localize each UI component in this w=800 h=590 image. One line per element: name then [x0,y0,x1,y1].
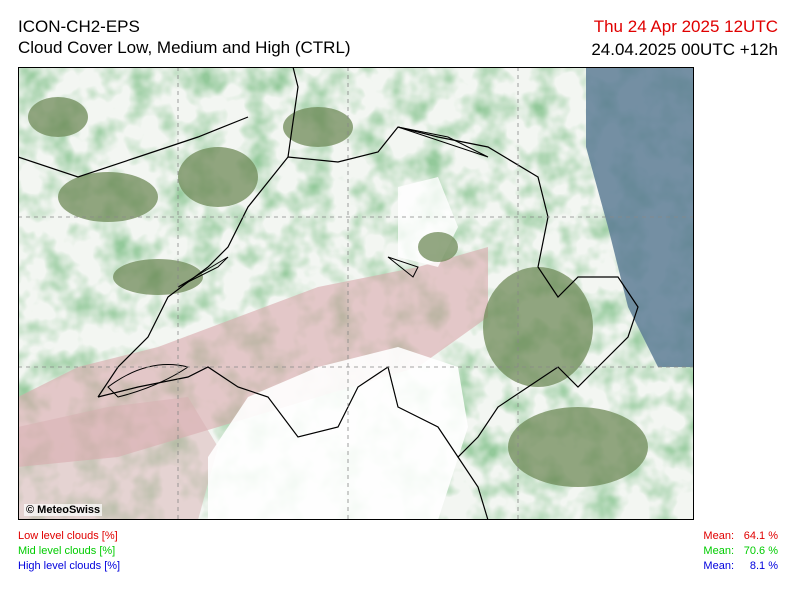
mean-value: 8.1 % [749,560,778,572]
country-border [18,67,639,520]
high-cloud-field [586,67,694,367]
copyright: © MeteoSwiss [24,504,103,516]
legend-high: High level clouds [%] [18,560,121,572]
mean-low: Mean: 64.1 % [703,530,778,542]
mean-value: 70.6 % [743,545,778,557]
mean-label: Mean: [703,530,734,542]
product-name: Cloud Cover Low, Medium and High (CTRL) [18,38,351,57]
dense-cloud [28,97,648,487]
valid-time: Thu 24 Apr 2025 12UTC [593,17,778,36]
mean-label: Mean: [703,560,734,572]
graticule [18,67,694,520]
mean-high: Mean: 8.1 % [703,560,778,572]
mean-mid: Mean: 70.6 % [703,545,778,557]
clear-area [208,347,468,520]
model-name: ICON-CH2-EPS [18,17,140,36]
legend-low: Low level clouds [%] [18,530,118,542]
map-frame [18,67,694,520]
mean-value: 64.1 % [743,530,778,542]
map [18,67,694,520]
legend-mid: Mid level clouds [%] [18,545,116,557]
low-cloud-field [18,397,218,520]
run-time: 24.04.2025 00UTC +12h [591,40,778,59]
mean-label: Mean: [703,545,734,557]
